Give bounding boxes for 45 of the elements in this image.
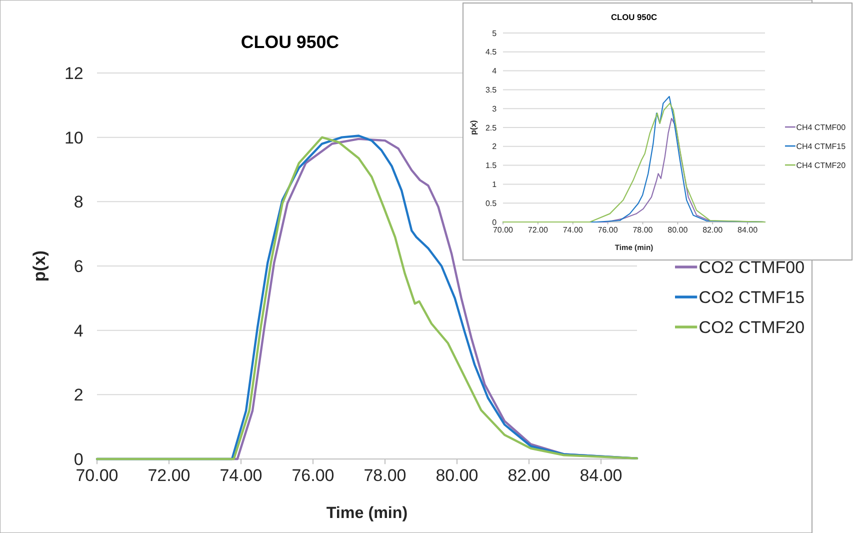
x-tick-label: 82.00 [702,225,724,234]
y-tick-label: 12 [64,64,84,83]
y-tick-label: 5 [492,28,498,38]
x-axis-title: Time (min) [326,504,408,522]
y-tick-label: 2 [74,386,84,405]
x-tick-label: 76.00 [292,466,334,486]
x-tick-label: 70.00 [76,466,118,486]
x-tick-label: 72.00 [148,466,190,486]
y-tick-label: 0.5 [485,198,498,208]
y-tick-label: 4.5 [485,48,498,57]
x-tick-label: 80.00 [668,225,688,234]
y-tick-label: 3.5 [485,86,498,94]
y-tick-label: 1.5 [485,161,498,170]
chart-title: CLOU 950C [610,12,658,22]
x-tick-label: 82.00 [508,466,550,486]
y-tick-label: 6 [74,256,84,276]
x-tick-label: 80.00 [436,466,478,486]
legend-label: CO2 CTMF00 [698,258,805,277]
y-tick-label: 8 [74,192,84,212]
legend-label: CO2 CTMF15 [698,288,805,307]
y-tick-label: 0 [74,450,84,469]
y-tick-label: 4 [492,66,498,76]
legend-label: CH4 CTMF15 [796,142,846,151]
y-tick-label: 0 [492,218,498,227]
y-tick-label: 10 [64,128,84,148]
x-tick-label: 84.00 [738,225,758,234]
legend-label: CH4 CTMF00 [796,122,846,132]
y-tick-label: 1 [492,180,498,189]
x-tick-label: 78.00 [364,466,406,486]
x-tick-label: 72.00 [528,225,548,234]
y-tick-label: 2 [492,142,498,152]
y-axis-title: p(x) [30,250,49,282]
x-tick-label: 76.00 [598,225,618,234]
legend-label: CO2 CTMF20 [698,318,805,337]
x-tick-label: 74.00 [220,466,262,486]
x-tick-label: 70.00 [492,225,514,234]
y-tick-label: 2.5 [485,123,498,132]
legend-label: CH4 CTMF20 [796,160,846,170]
y-axis-title: p(x) [469,120,478,135]
chart-title: CLOU 950C [240,32,340,52]
x-tick-label: 78.00 [632,225,654,234]
y-tick-label: 4 [74,321,84,340]
x-tick-label: 84.00 [580,466,622,486]
x-tick-label: 74.00 [562,225,584,234]
y-tick-label: 3 [492,104,498,114]
